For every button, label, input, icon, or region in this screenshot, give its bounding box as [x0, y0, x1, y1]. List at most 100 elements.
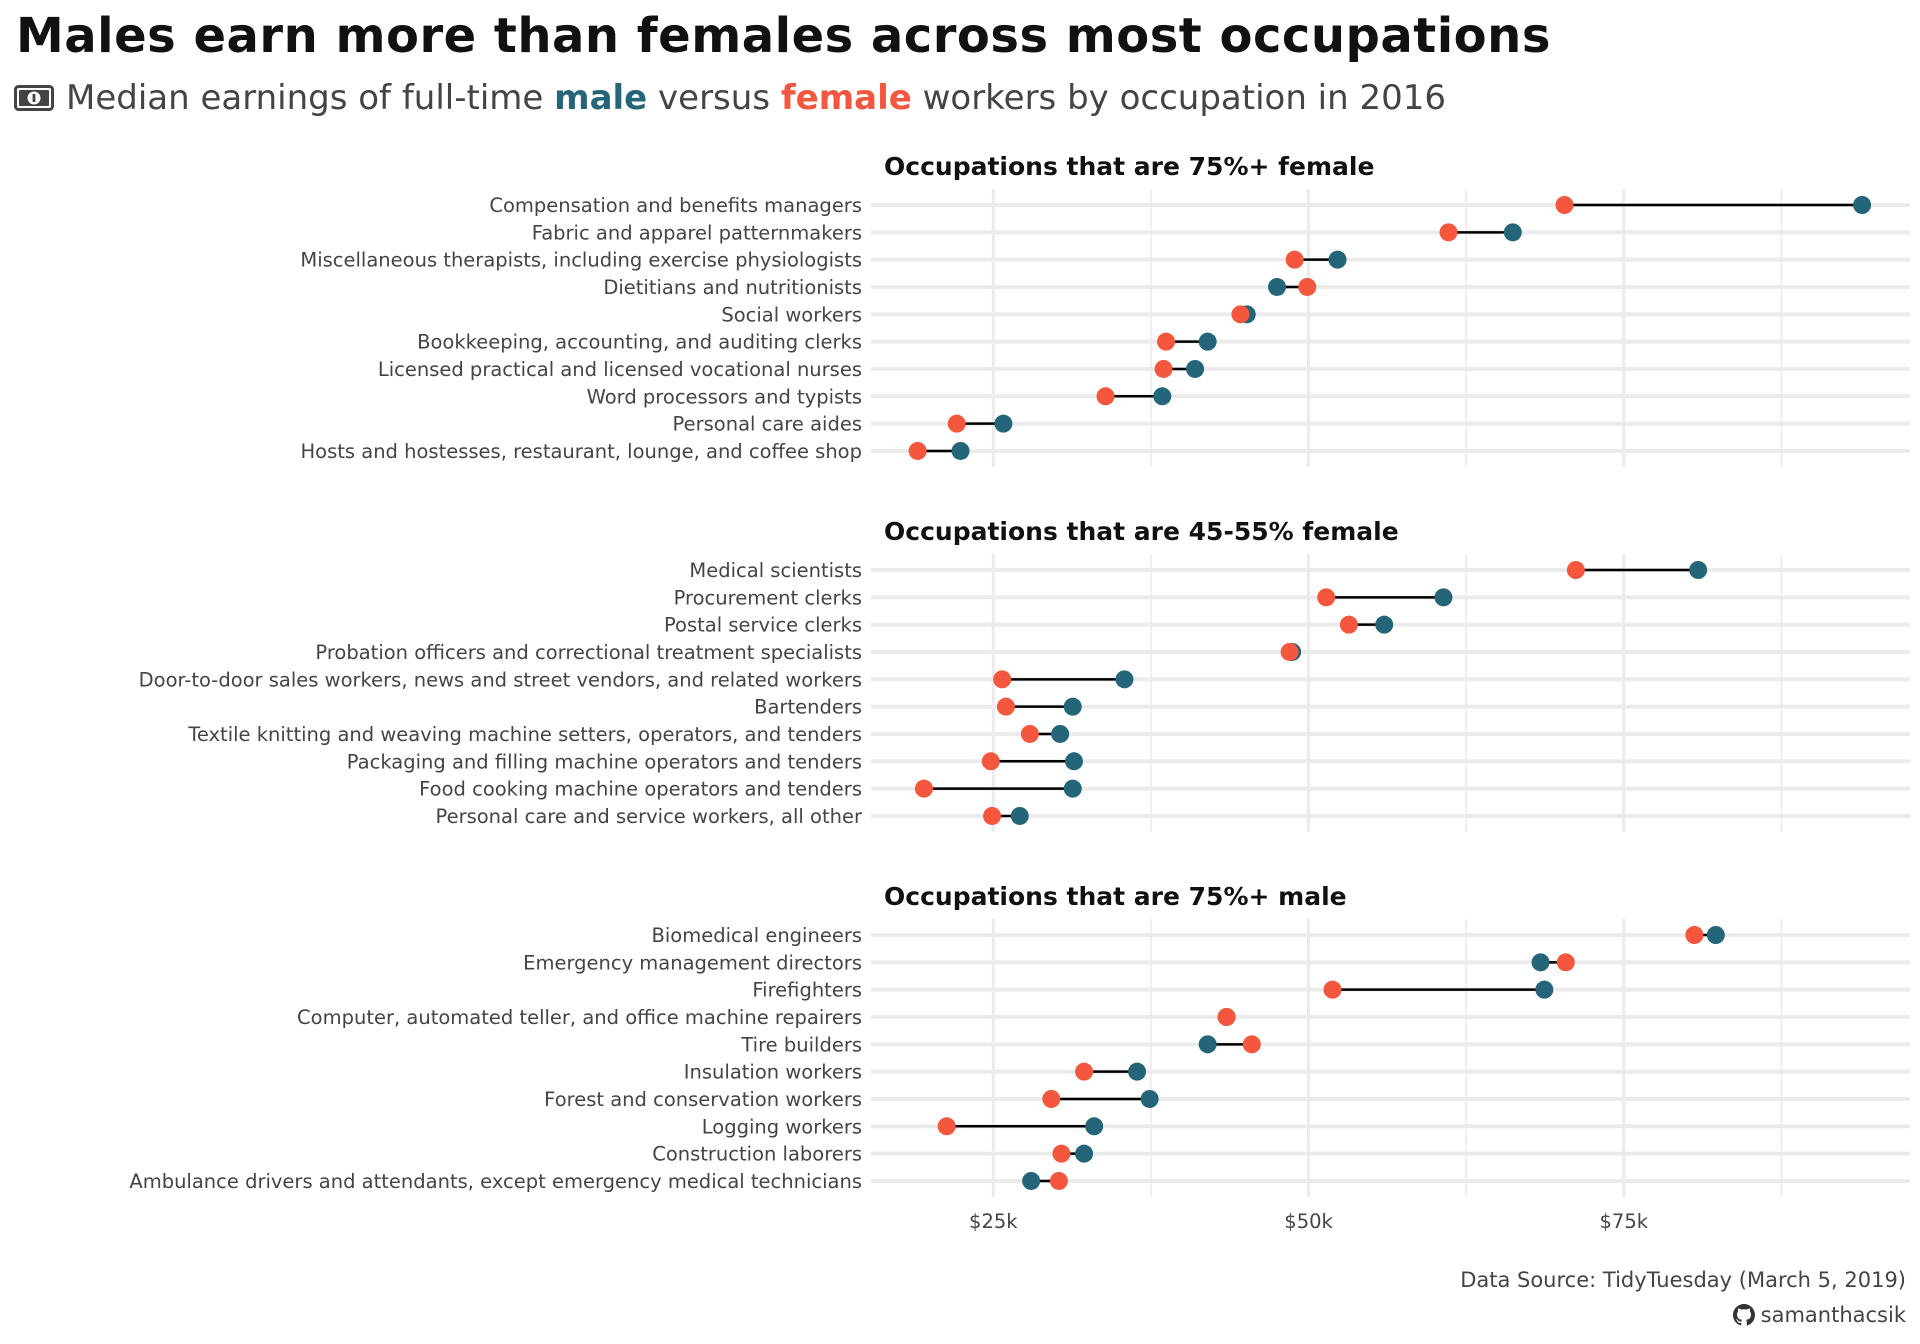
x-tick-label: $25k — [969, 1210, 1018, 1233]
female-point — [1154, 359, 1173, 378]
female-point — [908, 441, 927, 460]
category-label: Door-to-door sales workers, news and str… — [139, 668, 862, 691]
female-point — [1049, 1171, 1068, 1190]
female-point — [1075, 1062, 1094, 1081]
female-point — [1157, 332, 1176, 351]
category-label: Tire builders — [740, 1033, 862, 1056]
male-point — [1328, 250, 1347, 269]
female-point — [937, 1117, 956, 1136]
chart-subtitle: Median earnings of full-time male versus… — [14, 78, 1446, 118]
category-label: Computer, automated teller, and office m… — [297, 1006, 862, 1029]
subtitle-female-word: female — [780, 78, 912, 118]
female-point — [1242, 1035, 1261, 1054]
category-label: Social workers — [721, 303, 862, 326]
female-point — [1566, 561, 1585, 579]
male-point — [1706, 926, 1725, 944]
panel-title: Occupations that are 45-55% female — [884, 517, 1399, 546]
category-label: Bartenders — [754, 696, 862, 719]
female-point — [1439, 223, 1458, 242]
male-point — [1010, 806, 1029, 825]
female-point — [1096, 387, 1115, 406]
category-label: Miscellaneous therapists, including exer… — [300, 249, 862, 272]
male-point — [1531, 953, 1550, 972]
male-point — [1128, 1062, 1147, 1081]
category-label: Forest and conservation workers — [544, 1088, 862, 1111]
category-label: Firefighters — [752, 979, 862, 1002]
female-point — [1280, 642, 1299, 661]
male-point — [1022, 1171, 1041, 1190]
category-label: Packaging and filling machine operators … — [347, 750, 862, 773]
category-label: Personal care and service workers, all o… — [436, 805, 863, 828]
category-label: Insulation workers — [684, 1061, 862, 1084]
male-point — [1503, 223, 1522, 242]
male-point — [1198, 332, 1217, 351]
subtitle-suffix: workers by occupation in 2016 — [911, 78, 1447, 118]
female-point — [914, 779, 933, 798]
category-label: Textile knitting and weaving machine set… — [187, 723, 862, 746]
female-point — [1317, 588, 1336, 607]
male-point — [1198, 1035, 1217, 1054]
male-point — [1115, 670, 1134, 689]
female-point — [993, 670, 1012, 689]
category-label: Logging workers — [702, 1115, 862, 1138]
category-label: Postal service clerks — [664, 614, 862, 637]
money-bill-icon — [14, 85, 54, 111]
female-point — [1052, 1144, 1071, 1163]
category-label: Bookkeeping, accounting, and auditing cl… — [417, 331, 862, 354]
category-label: Emergency management directors — [523, 951, 862, 974]
female-point — [947, 414, 966, 433]
male-point — [1535, 980, 1554, 999]
male-point — [1375, 615, 1394, 634]
subtitle-prefix: Median earnings of full-time — [66, 78, 555, 118]
category-label: Ambulance drivers and attendants, except… — [129, 1170, 862, 1193]
github-icon — [1732, 1304, 1755, 1326]
male-point — [1186, 359, 1205, 378]
category-label: Hosts and hostesses, restaurant, lounge,… — [300, 440, 862, 463]
female-point — [1042, 1089, 1061, 1108]
data-source-caption: Data Source: TidyTuesday (March 5, 2019) — [1460, 1268, 1906, 1292]
female-point — [1231, 305, 1250, 324]
male-point — [1140, 1089, 1159, 1108]
male-point — [1085, 1117, 1104, 1136]
category-label: Word processors and typists — [587, 385, 862, 408]
male-point — [1075, 1144, 1094, 1163]
category-label: Food cooking machine operators and tende… — [419, 778, 862, 801]
female-point — [1020, 724, 1039, 743]
female-point — [981, 752, 1000, 771]
panel-title: Occupations that are 75%+ female — [884, 152, 1374, 181]
female-point — [1285, 250, 1304, 269]
male-point — [951, 441, 970, 460]
data-source-text: Data Source: TidyTuesday (March 5, 2019) — [1460, 1268, 1906, 1292]
male-point — [1689, 561, 1708, 579]
chart-title: Males earn more than females across most… — [16, 8, 1551, 64]
category-label: Probation officers and correctional trea… — [315, 641, 862, 664]
x-tick-label: $50k — [1284, 1210, 1333, 1233]
male-point — [994, 414, 1013, 433]
female-point — [1555, 196, 1574, 214]
category-label: Biomedical engineers — [652, 924, 862, 947]
male-point — [1268, 277, 1287, 296]
category-label: Fabric and apparel patternmakers — [532, 221, 862, 244]
male-point — [1434, 588, 1453, 607]
female-point — [1323, 980, 1342, 999]
female-point — [996, 697, 1015, 716]
category-label: Dietitians and nutritionists — [603, 276, 862, 299]
category-label: Compensation and benefits managers — [489, 194, 862, 217]
author-caption: samanthacsik — [1732, 1303, 1906, 1327]
male-point — [1153, 387, 1172, 406]
male-point — [1853, 196, 1872, 214]
category-label: Construction laborers — [652, 1143, 862, 1166]
category-label: Personal care aides — [673, 413, 862, 436]
subtitle-middle: versus — [647, 78, 781, 118]
female-point — [1339, 615, 1358, 634]
x-tick-label: $75k — [1600, 1210, 1649, 1233]
female-point — [1556, 953, 1575, 972]
category-label: Licensed practical and licensed vocation… — [378, 358, 862, 381]
female-point — [983, 806, 1002, 825]
male-point — [1063, 779, 1082, 798]
panel-title: Occupations that are 75%+ male — [884, 882, 1347, 911]
category-label: Medical scientists — [689, 559, 862, 582]
male-point — [1063, 697, 1082, 716]
male-point — [1065, 752, 1084, 771]
category-label: Procurement clerks — [674, 586, 862, 609]
